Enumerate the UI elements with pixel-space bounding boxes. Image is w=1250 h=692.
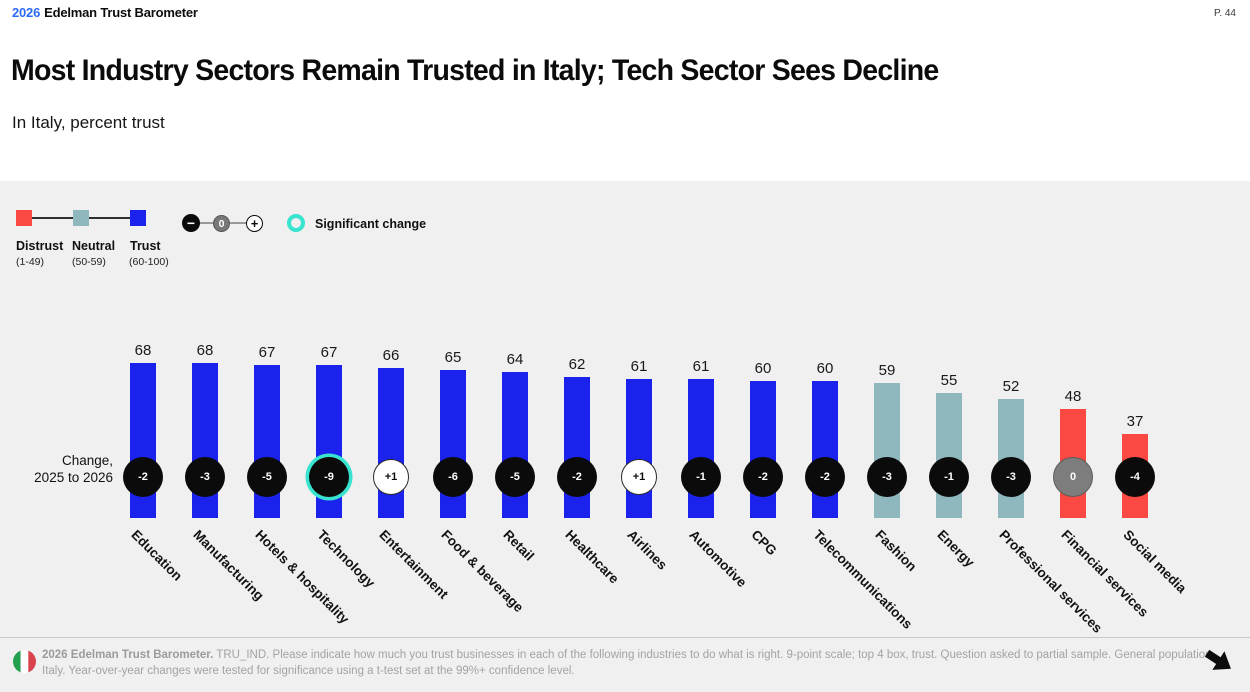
distrust-range: (1-49) bbox=[16, 256, 45, 268]
change-badge: -2 bbox=[557, 457, 597, 497]
source-footnote: 2026 Edelman Trust Barometer. TRU_IND. P… bbox=[42, 648, 1215, 679]
source-line1: 2026 Edelman Trust Barometer. TRU_IND. P… bbox=[42, 648, 1215, 664]
change-badge: +1 bbox=[621, 459, 657, 495]
change-badge: -1 bbox=[929, 457, 969, 497]
change-badge: -9 bbox=[309, 457, 349, 497]
trust-label: Trust bbox=[130, 239, 161, 253]
plus-badge-icon: + bbox=[246, 215, 263, 232]
source-rest: TRU_IND. Please indicate how much you tr… bbox=[213, 649, 1215, 661]
change-badge: -3 bbox=[991, 457, 1031, 497]
bar-value-label: 59 bbox=[878, 362, 896, 379]
bar-value-label: 66 bbox=[382, 347, 400, 364]
change-row-label-line2: 2025 to 2026 bbox=[34, 469, 113, 485]
distrust-swatch bbox=[16, 210, 32, 226]
neutral-label: Neutral bbox=[72, 239, 116, 253]
change-badge: -3 bbox=[867, 457, 907, 497]
brand-logo: 2026 Edelman Trust Barometer bbox=[12, 5, 198, 20]
change-badge: -2 bbox=[123, 457, 163, 497]
footer bbox=[0, 637, 1250, 692]
trust-range: (60-100) bbox=[129, 256, 169, 268]
brand-year: 2026 bbox=[12, 5, 41, 20]
bar-value-label: 61 bbox=[692, 358, 710, 375]
bar-value-label: 62 bbox=[568, 356, 586, 373]
zero-badge-icon: 0 bbox=[213, 215, 230, 232]
change-row-label: Change, 2025 to 2026 bbox=[13, 453, 113, 486]
neutral-swatch bbox=[73, 210, 89, 226]
minus-badge-icon: − bbox=[182, 214, 200, 232]
bar-value-label: 68 bbox=[196, 342, 214, 359]
change-badge: -2 bbox=[743, 457, 783, 497]
distrust-label: Distrust bbox=[16, 239, 64, 253]
bar-value-label: 61 bbox=[630, 358, 648, 375]
page-subtitle: In Italy, percent trust bbox=[12, 113, 165, 132]
bar-entertainment bbox=[378, 368, 404, 518]
change-badge: -1 bbox=[681, 457, 721, 497]
source-bold: 2026 Edelman Trust Barometer. bbox=[42, 649, 214, 661]
bar-value-label: 68 bbox=[134, 342, 152, 359]
significant-change-label: Significant change bbox=[315, 217, 427, 231]
brand-name: Edelman Trust Barometer bbox=[44, 5, 198, 20]
change-badge: -3 bbox=[185, 457, 225, 497]
next-page-arrow[interactable] bbox=[1201, 643, 1237, 679]
change-badge: -4 bbox=[1115, 457, 1155, 497]
change-row-label-line1: Change, bbox=[61, 453, 113, 468]
bar-value-label: 52 bbox=[1002, 378, 1020, 395]
bar-value-label: 65 bbox=[444, 349, 462, 366]
bar-energy bbox=[936, 393, 962, 518]
page-title: Most Industry Sectors Remain Trusted in … bbox=[11, 54, 939, 87]
page-number: P. 44 bbox=[1213, 8, 1236, 19]
change-badge: -5 bbox=[495, 457, 535, 497]
change-badge: -5 bbox=[247, 457, 287, 497]
bar-airlines bbox=[626, 379, 652, 518]
trust-swatch bbox=[130, 210, 146, 226]
italy-flag-icon bbox=[13, 650, 36, 673]
bar-value-label: 48 bbox=[1064, 388, 1082, 405]
bar-value-label: 60 bbox=[754, 360, 772, 377]
bar-telecommunications bbox=[812, 381, 838, 518]
bar-value-label: 37 bbox=[1126, 413, 1144, 430]
change-badge: -2 bbox=[805, 457, 845, 497]
bar-value-label: 64 bbox=[506, 351, 524, 368]
bar-fashion bbox=[874, 383, 900, 518]
bar-value-label: 67 bbox=[258, 344, 276, 361]
neutral-range: (50-59) bbox=[72, 256, 106, 268]
bar-value-label: 55 bbox=[940, 372, 958, 389]
source-line2: Italy. Year-over-year changes were teste… bbox=[42, 664, 575, 677]
bar-automotive bbox=[688, 379, 714, 518]
change-badge: -6 bbox=[433, 457, 473, 497]
change-badge: 0 bbox=[1053, 457, 1093, 497]
significant-change-ring-icon bbox=[287, 214, 305, 232]
bar-value-label: 60 bbox=[816, 360, 834, 377]
change-badge: +1 bbox=[373, 459, 409, 495]
bar-cpg bbox=[750, 381, 776, 518]
bar-value-label: 67 bbox=[320, 344, 338, 361]
